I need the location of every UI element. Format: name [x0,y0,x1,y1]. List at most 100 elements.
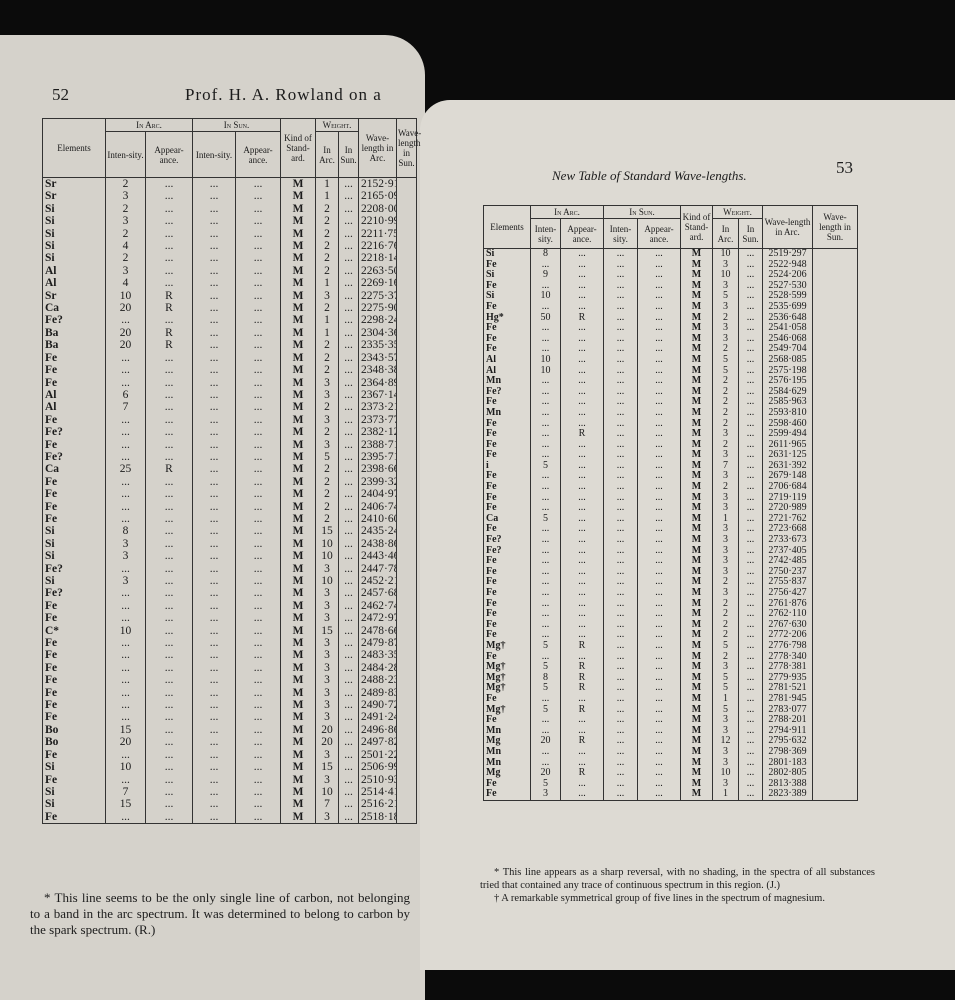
weight-sun-cell: ... [338,426,360,439]
weight-arc-cell: 2 [315,215,340,228]
arc-appearance-cell: ... [145,736,193,749]
arc-appearance-cell: ... [145,649,193,662]
sun-intensity-cell: ... [192,500,236,513]
table-row: Al6.........M3...2367·144 [42,388,418,402]
weight-sun-cell: ... [338,252,360,265]
weight-sun-cell: ... [338,190,360,203]
sun-appearance-cell: ... [636,450,682,461]
sun-appearance-cell: ... [636,248,682,260]
kind-cell: M [680,301,714,313]
weight-arc-cell: 2 [712,344,740,355]
arc-appearance-cell: ... [560,439,604,451]
sun-intensity-cell: ... [192,215,236,228]
weight-arc-cell: 3 [712,662,740,673]
wavelength-sun-cell [812,556,859,567]
sun-appearance-cell: ... [636,566,682,578]
sun-appearance-cell: ... [636,789,682,801]
header-in-arc: In Arc. [530,205,604,219]
element-cell: Fe? [42,314,106,327]
wavelength-arc-cell: 2788·201 [762,715,814,726]
weight-arc-cell: 3 [712,524,740,536]
wavelength-sun-cell [396,723,418,737]
kind-cell: M [280,314,317,327]
sun-appearance-cell: ... [636,312,682,324]
element-cell: Fe [42,413,106,427]
sun-appearance-cell: ... [234,177,282,191]
sun-appearance-cell: ... [234,426,282,439]
sun-appearance-cell: ... [636,715,682,726]
arc-appearance-cell: ... [145,661,193,675]
wavelength-sun-cell [396,500,418,513]
sun-appearance-cell: ... [234,661,282,675]
wavelength-arc-cell: 2472·974 [358,612,398,625]
arc-intensity-cell: ... [105,450,146,464]
arc-intensity-cell: ... [530,429,561,440]
sun-intensity-cell: ... [192,190,236,203]
arc-intensity-cell: ... [105,438,146,451]
arc-appearance-cell: ... [560,482,604,493]
weight-arc-cell: 2 [712,439,740,451]
arc-intensity-cell: ... [105,661,146,675]
wavelength-sun-cell [396,351,418,365]
wavelength-arc-cell: 2218·146 [358,252,398,265]
kind-cell: M [280,550,317,563]
table-row: Fe 5......... M 3... 2813·388 [483,778,859,790]
sun-appearance-cell: ... [636,460,682,472]
wavelength-sun-cell [396,438,418,451]
header-elements: Elements [42,118,106,178]
header-kind: Kind of Stand-ard. [280,118,317,178]
arc-appearance-cell: R [560,683,604,694]
arc-intensity-cell: ... [530,323,561,334]
arc-intensity-cell: ... [530,344,561,355]
sun-appearance-cell: ... [234,240,282,253]
sun-intensity-cell: ... [192,388,236,402]
wavelength-sun-cell [396,537,418,551]
weight-sun-cell: ... [738,280,764,292]
arc-appearance-cell: ... [145,525,193,538]
wavelength-arc-cell: 2410·604 [358,512,398,526]
arc-appearance-cell: R [145,289,193,303]
wavelength-arc-cell: 2762·110 [762,609,814,620]
wavelength-arc-cell: 2549·704 [762,344,814,355]
element-cell: Si [483,270,531,281]
weight-sun-cell: ... [738,407,764,419]
weight-sun-cell: ... [738,736,764,747]
sun-intensity-cell: ... [192,252,236,265]
arc-intensity-cell: ... [530,439,561,451]
weight-arc-cell: 5 [712,291,740,302]
element-cell: Fe [42,637,106,650]
table-row: Si3.........M10...2452·219 [42,575,418,588]
kind-cell: M [280,202,317,216]
element-cell: Fe [42,475,106,489]
wavelength-arc-cell: 2794·911 [762,725,814,737]
sun-appearance-cell: ... [234,736,282,749]
wavelength-sun-cell [812,651,859,663]
arc-intensity-cell: ... [105,488,146,501]
wavelength-arc-cell: 2584·629 [762,386,814,398]
kind-cell: M [280,587,317,600]
arc-appearance-cell: ... [145,351,193,365]
wavelength-sun-cell [396,587,418,600]
weight-arc-cell: 5 [712,354,740,366]
wavelength-arc-cell: 2304·364 [358,326,398,340]
sun-intensity-cell: ... [192,488,236,501]
element-cell: Ca [42,302,106,315]
weight-sun-cell: ... [738,757,764,769]
arc-intensity-cell: ... [530,577,561,588]
weight-arc-cell: 2 [712,598,740,610]
wavelength-arc-cell: 2457·680 [358,587,398,600]
wavelength-table-left: Elements In Arc. In Sun. Kind of Stand-a… [42,118,421,825]
arc-intensity-cell: ... [530,418,561,430]
table-row: Si 10......... M 5... 2528·599 [483,291,859,302]
arc-appearance-cell: ... [560,778,604,790]
sun-appearance-cell: ... [636,376,682,387]
wavelength-sun-cell [812,778,859,790]
kind-cell: M [280,450,317,464]
arc-appearance-cell: ... [560,460,604,472]
weight-sun-cell: ... [738,259,764,271]
arc-intensity-cell: ... [105,599,146,613]
kind-cell: M [280,525,317,538]
sun-intensity-cell: ... [603,704,638,716]
weight-sun-cell: ... [338,413,360,427]
